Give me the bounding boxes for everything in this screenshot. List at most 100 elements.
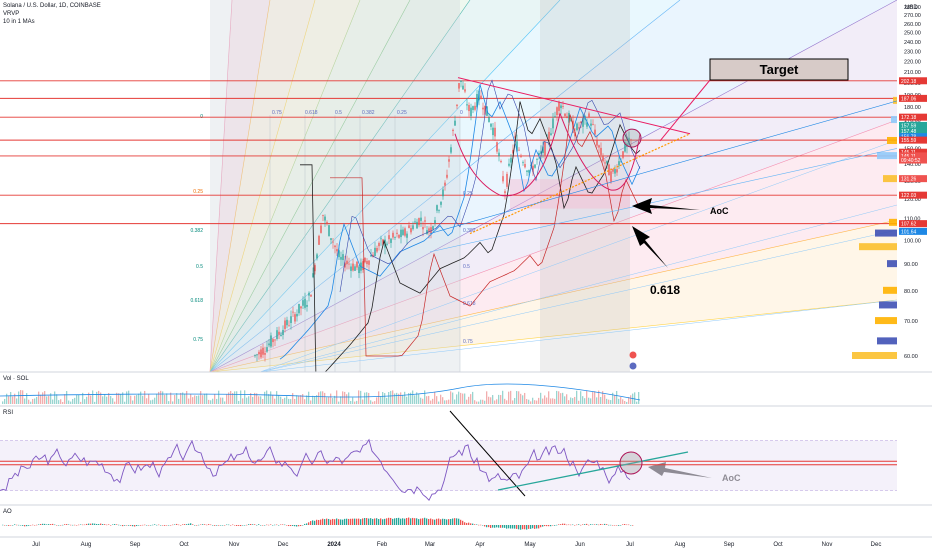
candle-body [440, 201, 442, 205]
volume-bar [590, 398, 592, 404]
ao-bar [580, 524, 582, 526]
volume-bar [26, 393, 28, 404]
volume-bar [54, 391, 56, 404]
volume-bar [196, 395, 198, 404]
volume-bar [108, 392, 110, 404]
volume-bar [70, 401, 72, 404]
fib-label-top: 0 [460, 110, 463, 116]
volume-bar [416, 392, 418, 404]
volume-bar [72, 398, 74, 404]
fib-label-top: 0.5 [335, 110, 342, 116]
volume-bar [162, 391, 164, 404]
event-icon [629, 351, 637, 359]
volume-bar [470, 394, 472, 404]
ao-bar [108, 524, 110, 525]
volume-bar [44, 391, 46, 404]
volume-bar [188, 398, 190, 404]
volume-bar [504, 398, 506, 404]
volume-pane-label[interactable]: Vol · SOL [3, 376, 29, 382]
candle-body [452, 129, 454, 132]
volume-bar [226, 394, 228, 404]
ao-bar [632, 525, 634, 526]
volume-bar [250, 393, 252, 404]
ao-pane-label[interactable]: AO [3, 509, 12, 515]
ao-bar [300, 525, 302, 527]
ao-bar [528, 525, 530, 529]
ao-bar [190, 523, 192, 525]
ao-bar [564, 523, 566, 525]
volume-bar [554, 398, 556, 404]
rsi-pane-label[interactable]: RSI [3, 410, 14, 416]
ao-bar [312, 520, 314, 525]
volume-bar [464, 393, 466, 404]
ao-bar [6, 525, 8, 526]
price-badge [899, 227, 927, 235]
ao-bar [270, 524, 272, 525]
volume-bar [16, 398, 18, 404]
volume-bar [94, 401, 96, 404]
volume-bar [76, 394, 78, 404]
candle-body [586, 122, 588, 127]
price-badge-text: 101.64 [901, 229, 917, 235]
ao-bar [364, 517, 366, 525]
volume-bar [86, 396, 88, 404]
volume-bar [78, 395, 80, 404]
volume-bar [272, 395, 274, 404]
aoc-price-label: AoC [710, 206, 729, 216]
ao-bar [136, 525, 138, 527]
volume-bar [572, 398, 574, 404]
volume-bar [376, 397, 378, 404]
moving-average [279, 84, 641, 360]
volume-bar [152, 399, 154, 404]
ao-bar [88, 523, 90, 525]
volume-bar [256, 393, 258, 404]
ao-bar [226, 524, 228, 526]
candle-body [510, 157, 512, 163]
price-tick: 280.00 [904, 5, 921, 11]
ao-bar [542, 525, 544, 527]
ao-bar [186, 524, 188, 525]
candle-body [492, 127, 494, 136]
volume-bar [84, 399, 86, 404]
ao-bar [80, 524, 82, 525]
ao-bar [32, 524, 34, 526]
volume-bar [460, 392, 462, 404]
volume-bar [400, 392, 402, 404]
volume-bar [578, 400, 580, 404]
ao-bar [410, 518, 412, 525]
candle-body [622, 151, 624, 158]
ao-bar [228, 524, 230, 526]
volume-bar [522, 395, 524, 404]
ao-bar [188, 523, 190, 525]
indicator-vrvp[interactable]: VRVP [3, 11, 20, 17]
ao-bar [416, 518, 418, 525]
ao-bar [260, 525, 262, 526]
ao-bar [160, 525, 162, 526]
candle-body [494, 127, 496, 137]
fib-fan-line [209, 0, 471, 372]
volume-bar [344, 391, 346, 404]
candle-body [420, 217, 422, 221]
volume-bar [170, 392, 172, 404]
ao-bar [618, 525, 620, 526]
fib-fan-line [259, 139, 897, 372]
volume-bar [238, 400, 240, 404]
volume-bar [68, 400, 70, 404]
ao-bar [126, 525, 128, 526]
ao-bar [446, 519, 448, 525]
volume-bar [398, 393, 400, 404]
volume-bar [538, 397, 540, 404]
ao-bar [114, 524, 116, 525]
candle-body [260, 349, 262, 358]
volume-bar [56, 394, 58, 404]
volume-bar [4, 398, 6, 404]
volume-bar [568, 400, 570, 404]
symbol-title[interactable]: Solana / U.S. Dollar, 1D, COINBASE [3, 3, 101, 9]
volume-bar [74, 397, 76, 404]
volume-bar [42, 392, 44, 404]
candle-body [558, 101, 560, 111]
ao-bar [366, 518, 368, 525]
indicator-mas[interactable]: 10 in 1 MAs [3, 19, 35, 25]
ao-bar [288, 525, 290, 527]
